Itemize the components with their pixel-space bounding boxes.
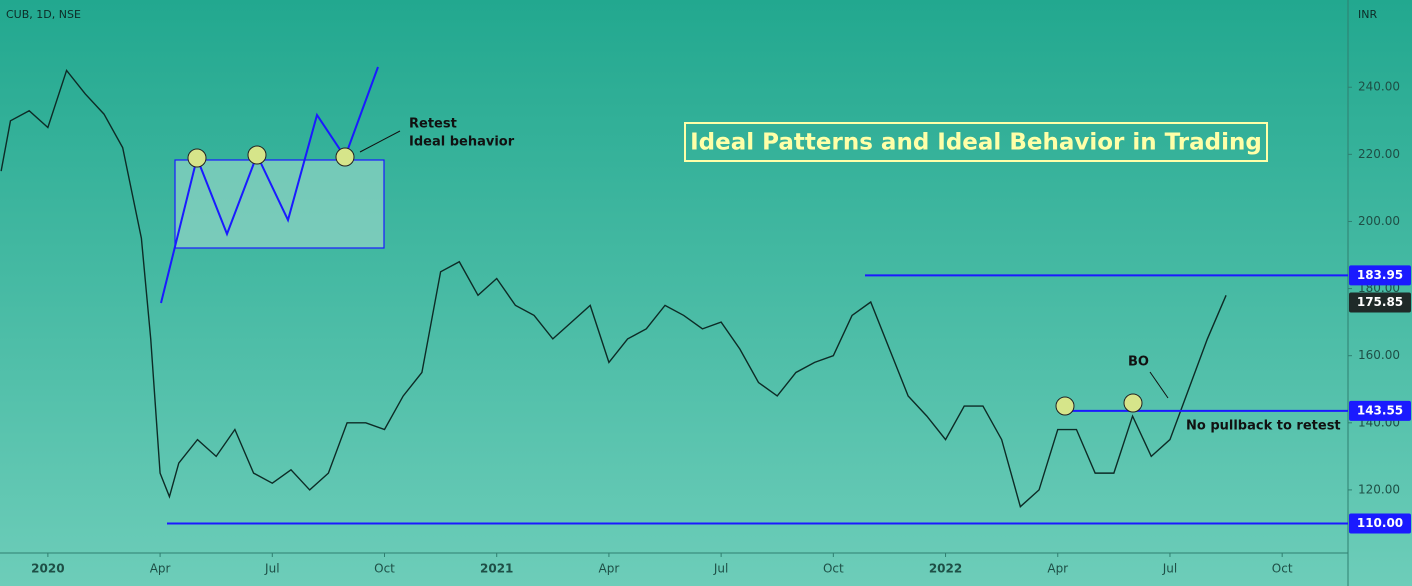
arrow — [359, 130, 401, 153]
x-tick-label: Apr — [1047, 562, 1068, 576]
title-box — [684, 122, 1268, 162]
x-tick-label: Jul — [713, 562, 728, 576]
last-price-label: 175.85 — [1357, 295, 1403, 309]
y-tick-label: 120.00 — [1358, 482, 1400, 496]
level-label-box — [1349, 513, 1411, 534]
level-label-box — [1349, 400, 1411, 421]
touch-circle — [335, 147, 355, 167]
annotation: BO — [1128, 355, 1149, 370]
last-price-box — [1349, 292, 1411, 313]
y-tick-label: 160.00 — [1358, 348, 1400, 362]
annotation: No pullback to retest — [1186, 419, 1341, 434]
touch-circle — [247, 145, 267, 165]
level-label-box — [1349, 265, 1411, 286]
arrow — [1149, 371, 1169, 399]
touch-circle — [1055, 396, 1075, 416]
level-label: 110.00 — [1357, 516, 1403, 530]
x-tick-label: Apr — [599, 562, 620, 576]
x-tick-label: Jul — [264, 562, 279, 576]
x-tick-label: 2021 — [480, 562, 513, 576]
currency: INR — [1358, 8, 1377, 21]
x-tick-label: Oct — [374, 562, 395, 576]
touch-circle — [187, 148, 207, 168]
symbol-header: CUB, 1D, NSE — [6, 8, 81, 21]
price-line — [0, 69, 1227, 508]
x-tick-label: Oct — [823, 562, 844, 576]
touch-circle — [1123, 393, 1143, 413]
y-tick-label: 240.00 — [1358, 80, 1400, 94]
x-tick-label: 2020 — [31, 562, 64, 576]
annotation: Retest — [409, 117, 457, 132]
annotation: Ideal behavior — [409, 135, 515, 150]
y-tick-label: 200.00 — [1358, 214, 1400, 228]
x-tick-label: Jul — [1162, 562, 1177, 576]
plot-area — [0, 69, 1352, 557]
y-tick-label: 220.00 — [1358, 147, 1400, 161]
level-label: 143.55 — [1357, 403, 1403, 417]
price-axis: 120.00140.00160.00180.00200.00220.00240.… — [31, 80, 1411, 576]
x-tick-label: Oct — [1272, 562, 1293, 576]
level-label: 183.95 — [1357, 268, 1403, 282]
chart-title: Ideal Patterns and Ideal Behavior in Tra… — [690, 130, 1262, 156]
x-tick-label: Apr — [150, 562, 171, 576]
x-tick-label: 2022 — [929, 562, 962, 576]
